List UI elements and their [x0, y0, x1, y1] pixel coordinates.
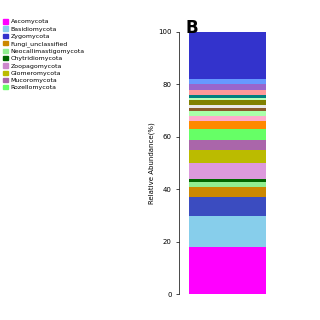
- Bar: [189, 32, 266, 79]
- Bar: [189, 100, 266, 106]
- Bar: [189, 140, 266, 150]
- Bar: [189, 150, 266, 163]
- Bar: [189, 121, 266, 129]
- Bar: [189, 181, 266, 187]
- Text: B: B: [186, 19, 198, 37]
- Y-axis label: Relative Abundance(%): Relative Abundance(%): [149, 122, 155, 204]
- Bar: [189, 90, 266, 95]
- Bar: [189, 84, 266, 90]
- Bar: [189, 247, 266, 294]
- Bar: [189, 129, 266, 140]
- Bar: [189, 95, 266, 98]
- Bar: [189, 108, 266, 111]
- Bar: [189, 111, 266, 116]
- Legend: Ascomycota, Basidiomycota, Zygomycota, Fungi_unclassified, Neocallimastigomycota: Ascomycota, Basidiomycota, Zygomycota, F…: [3, 19, 85, 91]
- Bar: [189, 116, 266, 121]
- Bar: [189, 197, 266, 216]
- Bar: [189, 187, 266, 197]
- Bar: [189, 179, 266, 181]
- Bar: [189, 163, 266, 179]
- Bar: [189, 106, 266, 108]
- Bar: [189, 216, 266, 247]
- Bar: [189, 79, 266, 84]
- Bar: [189, 98, 266, 100]
